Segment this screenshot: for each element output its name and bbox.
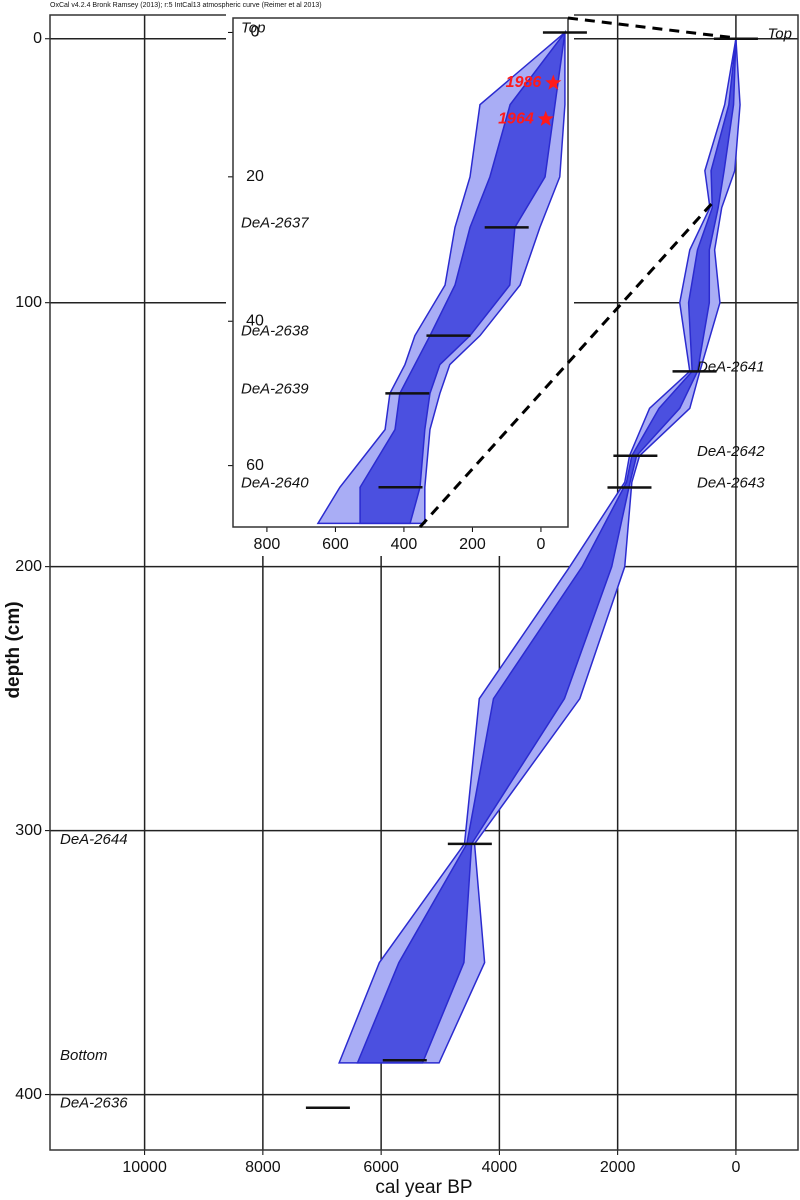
y-tick-label: 40 bbox=[246, 312, 264, 329]
star-marker bbox=[545, 74, 562, 90]
y-tick-label: 400 bbox=[15, 1086, 42, 1103]
date-label: DeA-2639 bbox=[241, 380, 309, 397]
date-label: DeA-2636 bbox=[60, 1095, 128, 1112]
x-tick-label: 6000 bbox=[363, 1159, 399, 1176]
star-label: 1986 bbox=[506, 74, 542, 91]
y-tick-label: 0 bbox=[251, 24, 260, 41]
x-tick-label: 2000 bbox=[600, 1159, 636, 1176]
date-label: DeA-2640 bbox=[241, 474, 309, 491]
age-band bbox=[356, 38, 737, 1064]
y-tick-label: 20 bbox=[246, 168, 264, 185]
connector bbox=[567, 16, 737, 40]
x-tick-label: 8000 bbox=[245, 1159, 281, 1176]
star-marker bbox=[537, 110, 554, 126]
x-tick-label: 400 bbox=[391, 536, 418, 553]
y-axis-title: depth (cm) bbox=[3, 601, 24, 698]
date-label: DeA-2638 bbox=[241, 323, 309, 340]
date-label: Top bbox=[768, 26, 792, 43]
date-label: Bottom bbox=[60, 1047, 108, 1064]
date-label: DeA-2637 bbox=[241, 214, 309, 231]
date-label: Top bbox=[241, 19, 265, 36]
date-label: DeA-2644 bbox=[60, 831, 128, 848]
connector bbox=[418, 198, 717, 529]
x-tick-label: 0 bbox=[536, 536, 545, 553]
chart-title: OxCal v4.2.4 Bronk Ramsey (2013); r:5 In… bbox=[50, 2, 322, 9]
x-axis-title: cal year BP bbox=[375, 1177, 472, 1198]
x-tick-label: 4000 bbox=[482, 1159, 518, 1176]
x-tick-label: 800 bbox=[254, 536, 281, 553]
x-tick-label: 200 bbox=[459, 536, 486, 553]
x-tick-label: 0 bbox=[731, 1159, 740, 1176]
y-tick-label: 0 bbox=[33, 30, 42, 47]
date-label: DeA-2643 bbox=[697, 474, 765, 491]
date-label: DeA-2642 bbox=[697, 443, 765, 460]
plot-frame bbox=[232, 17, 569, 528]
x-tick-label: 600 bbox=[322, 536, 349, 553]
x-tick-label: 10000 bbox=[122, 1159, 167, 1176]
age-band bbox=[359, 29, 567, 525]
y-tick-label: 60 bbox=[246, 457, 264, 474]
y-tick-label: 100 bbox=[15, 294, 42, 311]
y-tick-label: 300 bbox=[15, 822, 42, 839]
date-label: DeA-2641 bbox=[697, 358, 765, 375]
y-tick-label: 200 bbox=[15, 558, 42, 575]
star-label: 1964 bbox=[498, 110, 534, 127]
